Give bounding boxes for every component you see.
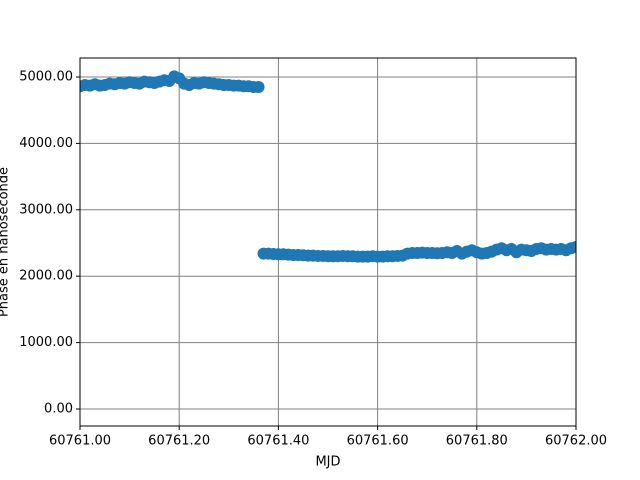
y-axis-label: Phase en nanoseconde	[0, 167, 12, 317]
point	[570, 240, 576, 253]
series	[80, 70, 265, 93]
x-tick-label: 60761.80	[446, 434, 508, 449]
y-tick-label: 3000.00	[19, 202, 73, 217]
x-tick-label: 60761.40	[247, 434, 309, 449]
y-tick-label: 5000.00	[19, 69, 73, 84]
axes-frame	[79, 57, 577, 427]
y-tick-label: 2000.00	[19, 269, 73, 284]
x-axis-label: MJD	[315, 455, 340, 470]
y-tick-label: 0.00	[44, 402, 73, 417]
y-tick-label: 4000.00	[19, 136, 73, 151]
x-tick-label: 60761.00	[49, 434, 111, 449]
x-tick-label: 60761.20	[148, 434, 210, 449]
series	[257, 240, 576, 263]
x-tick-label: 60762.00	[545, 434, 607, 449]
y-tick-label: 1000.00	[19, 335, 73, 350]
point	[252, 80, 265, 93]
x-tick-label: 60761.60	[347, 434, 409, 449]
